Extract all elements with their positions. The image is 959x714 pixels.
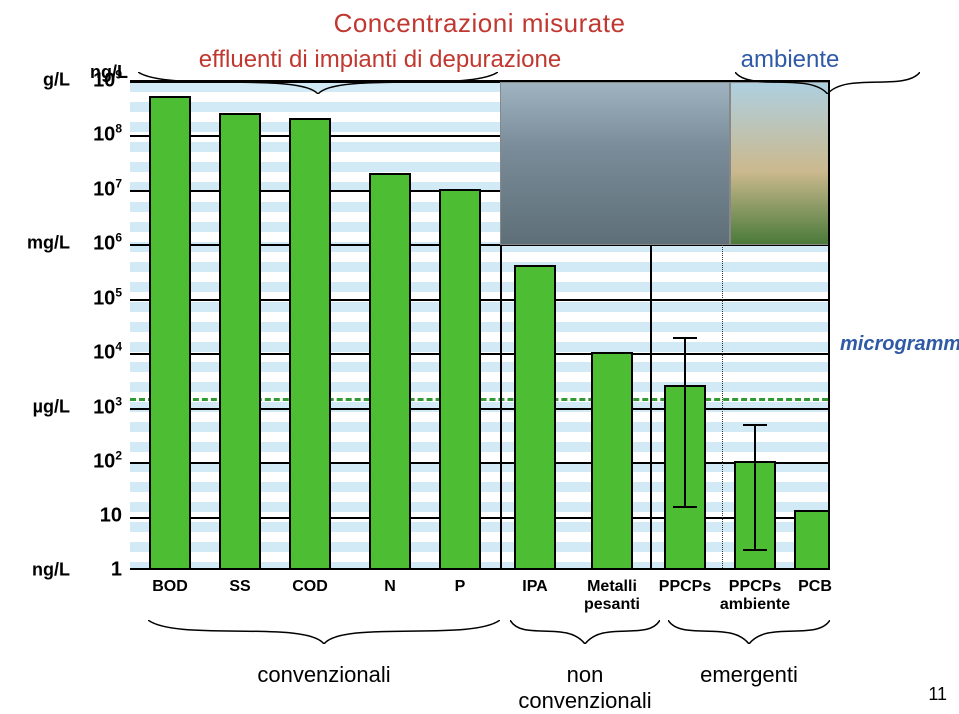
- chart-title: Concentrazioni misurate: [0, 8, 959, 39]
- bar-COD: [289, 118, 331, 570]
- x-axis: [130, 568, 830, 570]
- plot-area: [130, 80, 830, 570]
- ytick-8: 108: [93, 122, 122, 147]
- xlabel-PCB: PCB: [771, 578, 859, 596]
- group-emergenti: emergenti: [648, 662, 850, 688]
- ytick-9: 109: [93, 68, 122, 93]
- y-axis-labels: 109 g/L 108 107 106 mg/L 105 104 103 µg/L 102 10 1 ng…: [0, 0, 130, 711]
- yunit-mg/L: mg/L: [27, 233, 70, 254]
- bar-IPA: [514, 265, 556, 570]
- bar-P: [439, 189, 481, 570]
- ytick-0: 1: [111, 559, 122, 582]
- yunit-µg/L: µg/L: [33, 396, 70, 417]
- xlabel-IPA: IPA: [491, 578, 579, 596]
- ytick-6: 106: [93, 231, 122, 256]
- page-number: 11: [928, 684, 947, 705]
- bar-BOD: [149, 96, 191, 570]
- bar-SS: [219, 113, 261, 570]
- ytick-7: 107: [93, 177, 122, 202]
- xlabel-COD: COD: [266, 578, 354, 596]
- subtitle-effluenti: effluenti di impianti di depurazione: [140, 46, 620, 74]
- photo-placeholder: [500, 82, 730, 245]
- chart-area: [130, 80, 830, 570]
- yunit-ng/L: ng/L: [32, 560, 70, 581]
- ytick-1: 10: [100, 504, 122, 527]
- ytick-5: 105: [93, 285, 122, 310]
- bar-PCB: [794, 510, 830, 570]
- bar-N: [369, 173, 411, 570]
- bar-Metalli: [591, 352, 633, 570]
- ytick-2: 102: [93, 449, 122, 474]
- photo-placeholder: [730, 82, 830, 245]
- subtitle-ambiente: ambiente: [700, 46, 880, 74]
- ytick-4: 104: [93, 340, 122, 365]
- yunit-g/L: g/L: [43, 70, 70, 91]
- ytick-3: 103: [93, 394, 122, 419]
- annotation-microgrammo: microgrammo/litro: [840, 333, 959, 356]
- group-convenzionali: convenzionali: [128, 662, 520, 688]
